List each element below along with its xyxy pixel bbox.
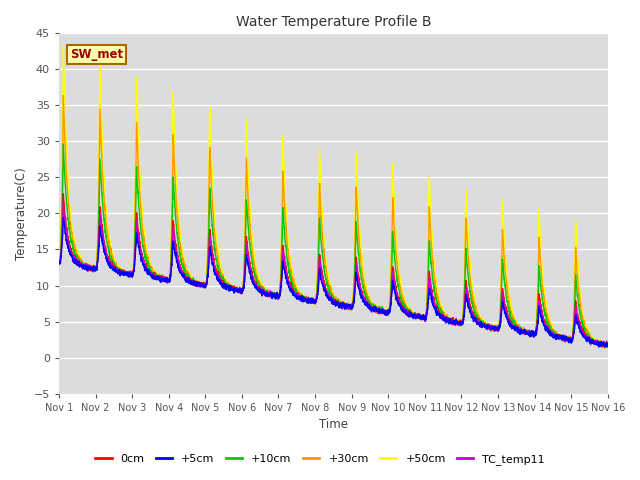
Legend: 0cm, +5cm, +10cm, +30cm, +50cm, TC_temp11: 0cm, +5cm, +10cm, +30cm, +50cm, TC_temp1… xyxy=(90,450,550,469)
X-axis label: Time: Time xyxy=(319,419,348,432)
Title: Water Temperature Profile B: Water Temperature Profile B xyxy=(236,15,431,29)
Text: SW_met: SW_met xyxy=(70,48,123,61)
Y-axis label: Temperature(C): Temperature(C) xyxy=(15,167,28,260)
